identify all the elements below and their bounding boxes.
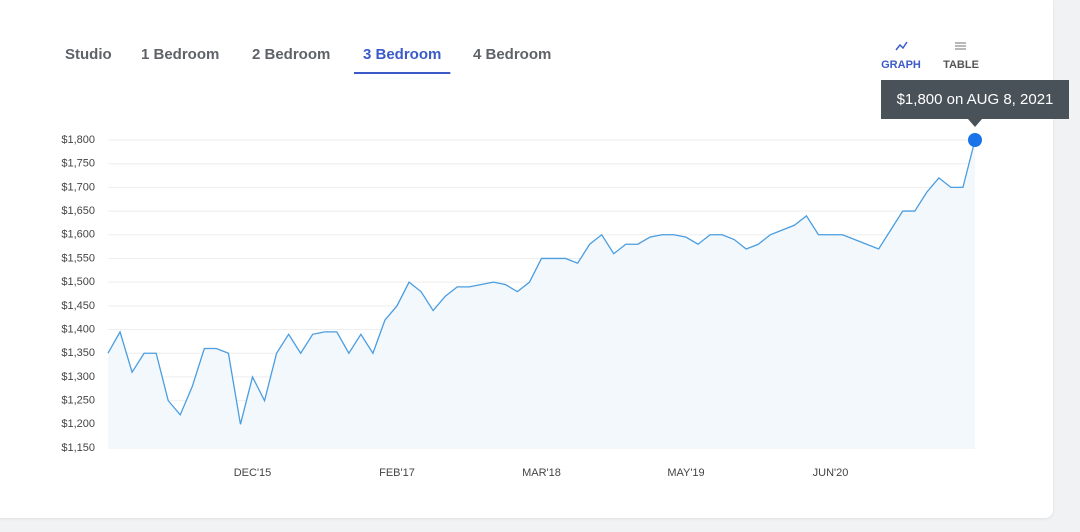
- y-tick-label: $1,750: [61, 158, 95, 170]
- highlight-point: [968, 133, 982, 147]
- y-tick-label: $1,700: [61, 181, 95, 193]
- x-tick-label: FEB'17: [379, 467, 415, 479]
- view-toggle[interactable]: GRAPH: [881, 59, 921, 71]
- y-tick-label: $1,150: [61, 442, 95, 454]
- x-tick-label: JUN'20: [813, 467, 849, 479]
- view-toggle[interactable]: TABLE: [943, 59, 979, 71]
- y-tick-label: $1,400: [61, 323, 95, 335]
- y-tick-label: $1,600: [61, 229, 95, 241]
- tooltip-pointer: [968, 119, 982, 127]
- tab[interactable]: 1 Bedroom: [141, 46, 219, 63]
- tab[interactable]: Studio: [65, 46, 112, 63]
- tab[interactable]: 3 Bedroom: [363, 46, 441, 63]
- tab[interactable]: 2 Bedroom: [252, 46, 330, 63]
- tab-underline: [354, 72, 451, 74]
- tab[interactable]: 4 Bedroom: [473, 46, 551, 63]
- tooltip-box: [881, 80, 1069, 119]
- y-tick-label: $1,300: [61, 371, 95, 383]
- y-tick-label: $1,200: [61, 418, 95, 430]
- y-tick-label: $1,650: [61, 205, 95, 217]
- tooltip-text: $1,800 on AUG 8, 2021: [897, 91, 1054, 108]
- graph-icon: [895, 41, 908, 51]
- y-tick-label: $1,500: [61, 276, 95, 288]
- x-tick-label: MAY'19: [667, 467, 704, 479]
- y-tick-label: $1,450: [61, 300, 95, 312]
- table-icon: [955, 42, 966, 50]
- y-tick-label: $1,800: [61, 134, 95, 146]
- y-tick-label: $1,550: [61, 252, 95, 264]
- x-tick-label: MAR'18: [522, 467, 561, 479]
- y-tick-label: $1,250: [61, 395, 95, 407]
- area-fill: [108, 140, 975, 448]
- y-tick-label: $1,350: [61, 347, 95, 359]
- x-tick-label: DEC'15: [234, 467, 272, 479]
- line: [107, 139, 976, 425]
